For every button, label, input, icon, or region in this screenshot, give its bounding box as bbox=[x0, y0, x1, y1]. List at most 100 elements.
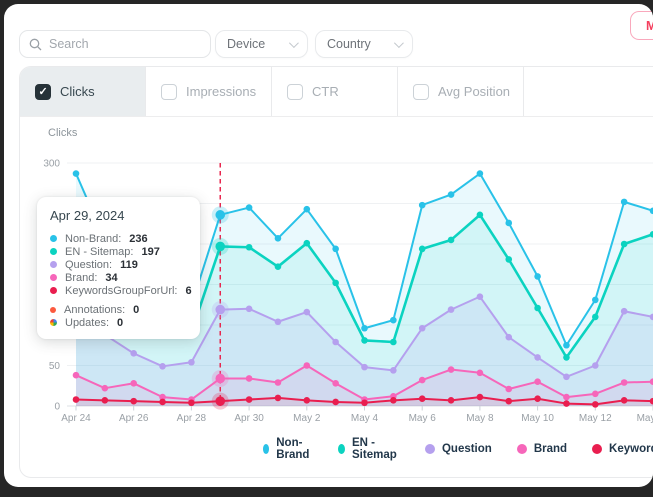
series-question-highlight-point[interactable] bbox=[215, 304, 226, 315]
series-brand-point[interactable] bbox=[563, 393, 570, 401]
series-question-point[interactable] bbox=[447, 306, 455, 313]
series-keywordsgroupforurl-highlight-point[interactable] bbox=[215, 396, 226, 406]
series-non-brand-point[interactable] bbox=[332, 245, 339, 253]
series-keywordsgroupforurl-point[interactable] bbox=[332, 398, 339, 406]
legend-item-en-sitemap[interactable]: EN - Sitemap bbox=[338, 437, 400, 461]
series-keywordsgroupforurl-point[interactable] bbox=[390, 397, 397, 404]
tab-ctr[interactable]: CTR bbox=[272, 67, 398, 116]
series-question-point[interactable] bbox=[505, 333, 513, 341]
checkbox-checked-icon[interactable] bbox=[35, 83, 51, 100]
series-keywordsgroupforurl-point[interactable] bbox=[563, 400, 570, 407]
series-keywordsgroupforurl-point[interactable] bbox=[476, 393, 484, 401]
series-keywordsgroupforurl-point[interactable] bbox=[620, 397, 628, 404]
series-keywordsgroupforurl-point[interactable] bbox=[592, 401, 599, 408]
series-non-brand-point[interactable] bbox=[592, 296, 599, 304]
series-non-brand-point[interactable] bbox=[361, 324, 368, 332]
series-keywordsgroupforurl-point[interactable] bbox=[130, 397, 137, 405]
series-keywordsgroupforurl-point[interactable] bbox=[649, 397, 653, 405]
series-question-point[interactable] bbox=[418, 324, 426, 332]
series-brand-point[interactable] bbox=[274, 379, 282, 386]
checkbox-unchecked-icon[interactable] bbox=[287, 83, 303, 100]
series-question-point[interactable] bbox=[534, 354, 541, 361]
legend-item-brand[interactable]: Brand bbox=[516, 443, 567, 455]
series-non-brand-point[interactable] bbox=[505, 219, 513, 227]
series-brand-point[interactable] bbox=[72, 371, 80, 379]
series-non-brand-point[interactable] bbox=[476, 170, 484, 177]
series-question-point[interactable] bbox=[592, 362, 599, 369]
series-en-sitemap-point[interactable] bbox=[534, 304, 541, 312]
series-keywordsgroupforurl-point[interactable] bbox=[188, 399, 195, 407]
series-non-brand-point[interactable] bbox=[245, 204, 253, 211]
series-en-sitemap-point[interactable] bbox=[390, 338, 397, 346]
series-question-point[interactable] bbox=[274, 318, 282, 326]
series-brand-point[interactable] bbox=[592, 390, 599, 398]
series-non-brand-point[interactable] bbox=[563, 341, 570, 349]
series-non-brand-point[interactable] bbox=[72, 170, 80, 177]
series-keywordsgroupforurl-point[interactable] bbox=[159, 398, 166, 406]
series-question-point[interactable] bbox=[130, 350, 137, 357]
series-keywordsgroupforurl-point[interactable] bbox=[303, 397, 311, 404]
series-non-brand-point[interactable] bbox=[418, 201, 426, 209]
series-en-sitemap-point[interactable] bbox=[447, 236, 455, 244]
series-keywordsgroupforurl-point[interactable] bbox=[534, 395, 541, 403]
series-non-brand-point[interactable] bbox=[303, 205, 311, 213]
series-non-brand-point[interactable] bbox=[620, 198, 628, 206]
series-non-brand-point[interactable] bbox=[534, 273, 541, 280]
series-brand-point[interactable] bbox=[476, 369, 484, 377]
series-brand-point[interactable] bbox=[447, 366, 455, 373]
series-question-point[interactable] bbox=[390, 367, 397, 374]
series-keywordsgroupforurl-point[interactable] bbox=[72, 396, 80, 403]
series-question-point[interactable] bbox=[649, 313, 653, 321]
tab-avg-position[interactable]: Avg Position bbox=[398, 67, 524, 116]
series-question-point[interactable] bbox=[361, 363, 368, 371]
series-brand-point[interactable] bbox=[130, 380, 137, 387]
series-en-sitemap-highlight-point[interactable] bbox=[215, 241, 226, 252]
series-question-point[interactable] bbox=[563, 373, 570, 381]
checkbox-unchecked-icon[interactable] bbox=[413, 83, 429, 100]
legend-item-keywordsgroupforurl[interactable]: KeywordsGroupForUrl bbox=[592, 443, 653, 455]
checkbox-unchecked-icon[interactable] bbox=[161, 83, 177, 100]
series-keywordsgroupforurl-point[interactable] bbox=[101, 397, 109, 404]
series-non-brand-point[interactable] bbox=[649, 207, 653, 215]
series-en-sitemap-point[interactable] bbox=[505, 256, 513, 263]
series-en-sitemap-point[interactable] bbox=[592, 313, 599, 321]
series-question-point[interactable] bbox=[332, 338, 339, 346]
series-en-sitemap-point[interactable] bbox=[274, 263, 282, 270]
series-brand-highlight-point[interactable] bbox=[215, 373, 226, 384]
series-keywordsgroupforurl-point[interactable] bbox=[505, 397, 513, 405]
series-brand-point[interactable] bbox=[620, 379, 628, 386]
series-brand-point[interactable] bbox=[332, 380, 339, 387]
country-filter-dropdown[interactable]: Country bbox=[315, 30, 413, 58]
series-en-sitemap-point[interactable] bbox=[332, 279, 339, 287]
legend-item-question[interactable]: Question bbox=[424, 443, 492, 455]
tab-clicks[interactable]: Clicks bbox=[20, 67, 146, 116]
more-button[interactable]: M bbox=[630, 11, 653, 40]
series-non-brand-point[interactable] bbox=[390, 316, 397, 324]
series-question-point[interactable] bbox=[620, 307, 628, 315]
device-filter-dropdown[interactable]: Device bbox=[215, 30, 308, 58]
series-brand-point[interactable] bbox=[534, 378, 541, 386]
search-input[interactable]: Search bbox=[19, 30, 211, 58]
series-non-brand-highlight-point[interactable] bbox=[215, 210, 226, 220]
series-en-sitemap-point[interactable] bbox=[303, 239, 311, 247]
legend-item-non-brand[interactable]: Non-Brand bbox=[263, 437, 313, 461]
series-brand-point[interactable] bbox=[245, 375, 253, 382]
series-non-brand-point[interactable] bbox=[447, 191, 455, 198]
series-en-sitemap-point[interactable] bbox=[649, 230, 653, 238]
series-question-point[interactable] bbox=[159, 363, 166, 370]
series-question-point[interactable] bbox=[188, 358, 195, 366]
series-brand-point[interactable] bbox=[159, 393, 166, 401]
series-en-sitemap-point[interactable] bbox=[620, 240, 628, 248]
series-en-sitemap-point[interactable] bbox=[418, 245, 426, 253]
series-non-brand-point[interactable] bbox=[274, 235, 282, 242]
series-en-sitemap-point[interactable] bbox=[563, 354, 570, 361]
tab-impressions[interactable]: Impressions bbox=[146, 67, 272, 116]
series-en-sitemap-point[interactable] bbox=[361, 337, 368, 344]
series-question-point[interactable] bbox=[303, 308, 311, 316]
series-keywordsgroupforurl-point[interactable] bbox=[274, 394, 282, 402]
series-keywordsgroupforurl-point[interactable] bbox=[361, 399, 368, 407]
series-brand-point[interactable] bbox=[649, 378, 653, 385]
series-en-sitemap-point[interactable] bbox=[476, 211, 484, 219]
series-brand-point[interactable] bbox=[418, 376, 426, 384]
